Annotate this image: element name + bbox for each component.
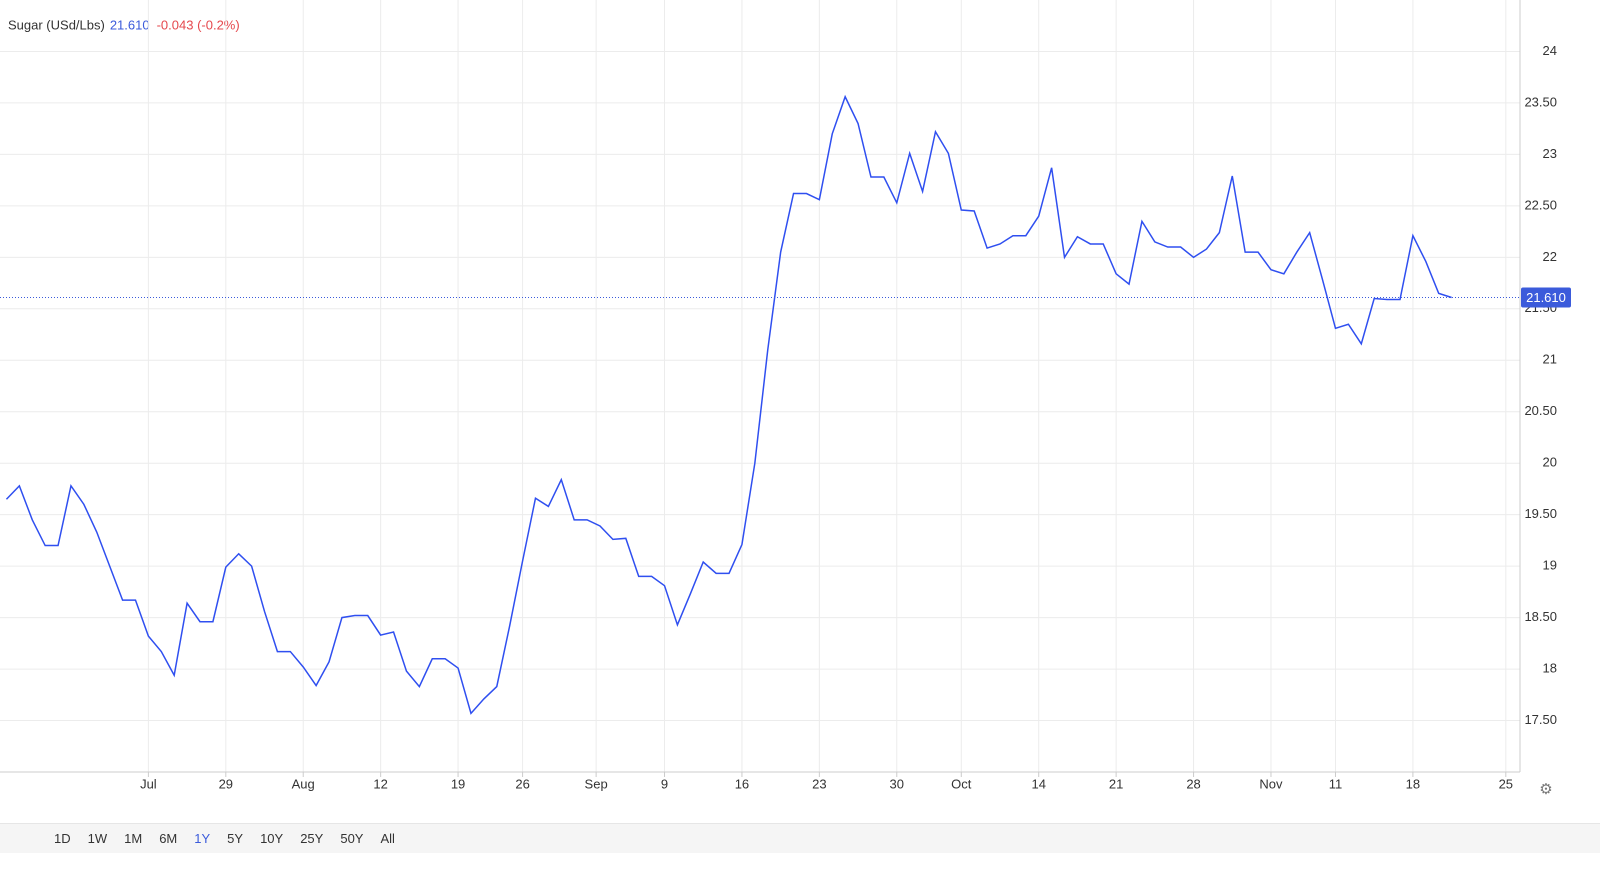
x-tick-label: 21 [1109,776,1123,791]
x-tick-label: 30 [890,776,904,791]
y-tick-label: 24 [1543,43,1557,58]
x-tick-label: 29 [219,776,233,791]
x-tick-label: 25 [1499,776,1513,791]
y-tick-label: 20 [1543,455,1557,470]
x-tick-label: 28 [1186,776,1200,791]
x-tick-label: 23 [812,776,826,791]
x-tick-label: Jul [140,776,157,791]
range-button[interactable]: 25Y [300,831,324,846]
y-tick-label: 19 [1543,558,1557,573]
range-bar: 1D 1W 1M 6M 1Y 5Y 10Y 25Y 50Y All [0,823,1600,853]
x-tick-label: 12 [373,776,387,791]
range-button[interactable]: 5Y [227,831,244,846]
x-tick-label: Aug [292,776,315,791]
settings-icon: ⚙ [1539,781,1552,798]
x-tick-label: Nov [1259,776,1283,791]
x-tick-label: 19 [451,776,465,791]
last-price-label: 21.610 [1526,290,1566,305]
header-price: 21.610 [110,17,150,32]
range-button[interactable]: 10Y [260,831,284,846]
y-tick-label: 23.50 [1524,94,1557,109]
x-tick-label: 9 [661,776,668,791]
y-tick-label: 19.50 [1524,506,1557,521]
range-button[interactable]: 1W [87,831,108,846]
range-button[interactable]: 50Y [340,831,364,846]
y-tick-label: 17.50 [1524,712,1557,727]
x-tick-label: 26 [515,776,529,791]
y-tick-label: 21 [1543,352,1557,367]
x-tick-label: 14 [1031,776,1045,791]
range-button[interactable]: All [380,831,395,846]
range-button[interactable]: 1M [124,831,143,846]
range-button[interactable]: 1D [54,831,71,846]
y-tick-label: 20.50 [1524,403,1557,418]
header-change: -0.043 (-0.2%) [157,17,240,32]
x-tick-label: Oct [951,776,972,791]
y-tick-label: 18 [1543,661,1557,676]
x-tick-label: 16 [735,776,749,791]
y-tick-label: 22 [1543,249,1557,264]
y-tick-label: 23 [1543,146,1557,161]
range-button[interactable]: 1Y [194,831,211,846]
last-price-badge [1521,287,1571,308]
range-button[interactable]: 6M [159,831,178,846]
chart-title: Sugar (USd/Lbs) [8,17,105,32]
x-tick-label: Sep [585,776,608,791]
price-line [5,94,1452,715]
x-tick-label: 18 [1406,776,1420,791]
y-tick-label: 18.50 [1524,609,1557,624]
chart: Sugar (USd/Lbs) 21.610 -0.043 (-0.2%) 17… [0,0,1571,798]
y-tick-label: 22.50 [1524,197,1557,212]
x-tick-label: 11 [1329,776,1343,791]
